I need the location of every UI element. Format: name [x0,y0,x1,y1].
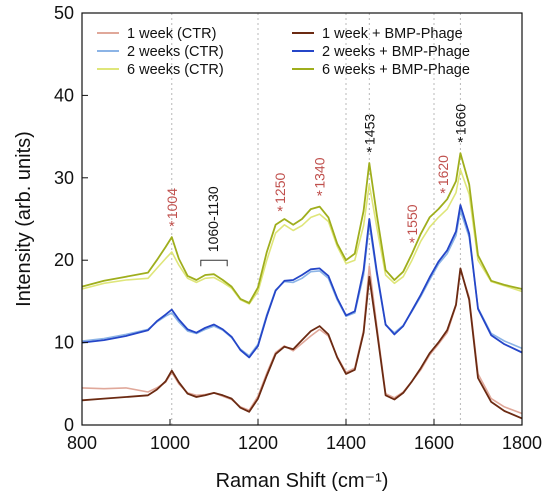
band-star: * [169,218,175,235]
y-tick-label: 10 [54,333,74,353]
band-label: 1550 [404,204,420,235]
x-tick-label: 1600 [414,433,454,453]
x-tick-label: 1200 [238,433,278,453]
band-label: 1340 [312,157,328,188]
band-label: 1004 [164,188,180,219]
band-label: 1250 [272,173,288,204]
legend: 1 week (CTR) 2 weeks (CTR) 6 weeks (CTR) 1 … [97,26,470,78]
band-star: * [440,185,446,202]
legend-label: 1 week + BMP-Phage [322,26,463,42]
band-label: 1453 [361,114,377,145]
range-annotation: 1060-1130 [200,186,228,267]
y-tick-label: 50 [54,3,74,23]
band-star: * [457,134,463,151]
legend-label: 6 weeks (CTR) [127,62,224,78]
series-lines [81,152,523,420]
y-tick-label: 40 [54,85,74,105]
band-star: * [277,203,283,220]
series-line [81,210,523,357]
x-tick-label: 1000 [150,433,190,453]
range-bracket [200,259,228,267]
legend-label: 1 week (CTR) [127,26,216,42]
x-tick-label: 1800 [502,433,542,453]
y-tick-label: 20 [54,250,74,270]
band-star: * [409,235,415,252]
x-axis-ticks: 800 1000 1200 1400 1600 1800 [67,419,542,453]
legend-label: 2 weeks (CTR) [127,44,224,60]
y-axis-label: Intensity (arb. units) [13,131,35,307]
y-axis-ticks: 0 10 20 30 40 50 [54,3,88,435]
band-star: * [366,144,372,161]
y-tick-label: 0 [64,415,74,435]
plot-frame [81,12,523,426]
series-line [81,168,523,305]
band-label: 1660 [452,104,468,135]
series-line [81,204,523,359]
y-tick-label: 30 [54,168,74,188]
x-axis-label: Raman Shift (cm⁻¹) [216,470,389,492]
band-label: 1620 [435,155,451,186]
series-line [81,267,523,420]
range-label: 1060-1130 [205,186,221,252]
x-tick-label: 1400 [326,433,366,453]
band-markers: *1004 *1250 *1340*1453*1550*1620*1660 [164,104,469,252]
x-tick-label: 800 [67,433,97,453]
band-star: * [317,188,323,205]
series-line [81,152,523,304]
legend-label: 6 weeks + BMP-Phage [322,62,470,78]
legend-label: 2 weeks + BMP-Phage [322,44,470,60]
